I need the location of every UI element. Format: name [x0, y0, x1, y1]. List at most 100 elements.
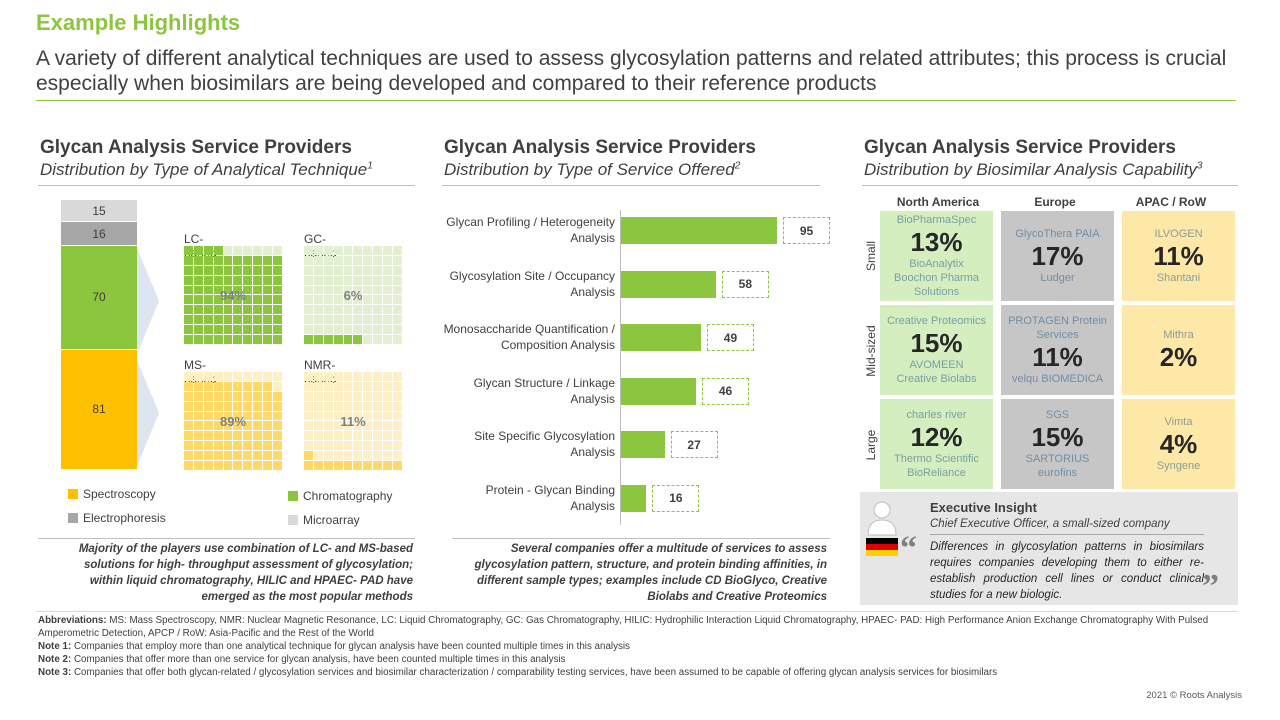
waffle-cell [343, 391, 353, 401]
legend-label: Spectroscopy [83, 487, 156, 501]
waffle-cell [343, 335, 353, 344]
waffle-cell [184, 265, 193, 275]
waffle-cell [223, 305, 233, 315]
company-logo: PROTAGEN Protein Services [1008, 315, 1107, 341]
row-header-large: Large [864, 429, 878, 461]
company-logo: Shantani [1156, 272, 1201, 284]
waffle-cell [184, 255, 193, 265]
bar-value: 49 [706, 324, 754, 351]
waffle-cell [304, 401, 313, 411]
waffle-cell [184, 305, 193, 315]
waffle-cell [323, 421, 333, 431]
waffle-cell [333, 255, 343, 265]
legend-swatch [288, 491, 298, 501]
waffle-cell [353, 265, 363, 275]
waffle-cell [343, 411, 353, 421]
waffle-cell [223, 275, 233, 285]
waffle-cell [203, 275, 213, 285]
waffle-cell [323, 255, 333, 265]
waffle-cell [383, 246, 393, 255]
waffle-cell [184, 411, 193, 421]
waffle-cell [333, 305, 343, 315]
waffle-cell [273, 275, 282, 285]
waffle-cell [333, 295, 343, 305]
waffle-cell [393, 401, 402, 411]
waffle-cell [323, 335, 333, 344]
waffle-cell [393, 372, 402, 381]
legend-spectroscopy: Spectroscopy [68, 487, 156, 501]
waffle-cell [203, 441, 213, 451]
waffle-cell [184, 285, 193, 295]
waffle-cell [363, 335, 373, 344]
waffle-cell [383, 265, 393, 275]
waffle-cell [243, 335, 253, 344]
waffle-cell [243, 315, 253, 325]
waffle-cell [233, 255, 243, 265]
waffle-cell [223, 441, 233, 451]
waffle-cell [373, 451, 383, 461]
waffle-cell [363, 411, 373, 421]
waffle-cell [313, 295, 323, 305]
waffle-cell [203, 411, 213, 421]
waffle-cell [203, 335, 213, 344]
column-header-apac: APAC / RoW [1135, 195, 1207, 209]
waffle-cell [393, 421, 402, 431]
waffle-cell [304, 325, 313, 335]
waffle-cell [223, 431, 233, 441]
waffle-cell [203, 431, 213, 441]
waffle-cell [363, 421, 373, 431]
legend-swatch [68, 513, 78, 523]
waffle-cell [253, 381, 263, 391]
open-quote-icon: “ [900, 530, 917, 567]
column-header-north-america: North America [896, 195, 980, 209]
waffle-cell [213, 285, 223, 295]
waffle-cell [273, 335, 282, 344]
waffle-cell [213, 305, 223, 315]
row-header-small: Small [864, 241, 878, 272]
service-bar-chart: Glycan Profiling / Heterogeneity Analysi… [440, 200, 830, 530]
waffle-cell [383, 431, 393, 441]
waffle-cell [193, 325, 203, 335]
waffle-cell [323, 295, 333, 305]
waffle-cell [223, 265, 233, 275]
bar-value: 27 [670, 431, 718, 458]
waffle-cell [233, 315, 243, 325]
waffle-cell [263, 381, 273, 391]
waffle-cell [353, 285, 363, 295]
waffle-cell [193, 305, 203, 315]
close-quote-icon: ” [1202, 568, 1219, 605]
waffle-cell [353, 275, 363, 285]
person-icon [867, 501, 897, 536]
waffle-cell [393, 295, 402, 305]
waffle-cell [263, 461, 273, 470]
waffle-cell [184, 246, 193, 255]
company-logo: BioPharmaSpec [896, 214, 977, 226]
company-logo: Thermo Scientific [894, 453, 979, 465]
waffle-cell [383, 275, 393, 285]
waffle-cell [223, 315, 233, 325]
waffle-cell [184, 391, 193, 401]
waffle-cell [353, 411, 363, 421]
waffle-cell [213, 295, 223, 305]
bar-0 [620, 217, 777, 244]
waffle-cell [213, 275, 223, 285]
waffle-cell [343, 421, 353, 431]
waffle-cell [184, 335, 193, 344]
waffle-cell [313, 315, 323, 325]
waffle-cell [353, 441, 363, 451]
waffle-cell [313, 391, 323, 401]
waffle-cell [313, 335, 323, 344]
waffle-cell [353, 325, 363, 335]
waffle-cell [243, 372, 253, 381]
waffle-cell [223, 391, 233, 401]
legend-electrophoresis: Electrophoresis [68, 511, 166, 525]
waffle-cell [373, 401, 383, 411]
waffle-cell [333, 372, 343, 381]
waffle-cell [203, 451, 213, 461]
waffle-cell [213, 246, 223, 255]
bar-value: 95 [783, 217, 830, 244]
waffle-cell [203, 421, 213, 431]
waffle-cell [213, 315, 223, 325]
waffle-cell [363, 285, 373, 295]
company-logo: BioAnalytix [909, 258, 964, 270]
